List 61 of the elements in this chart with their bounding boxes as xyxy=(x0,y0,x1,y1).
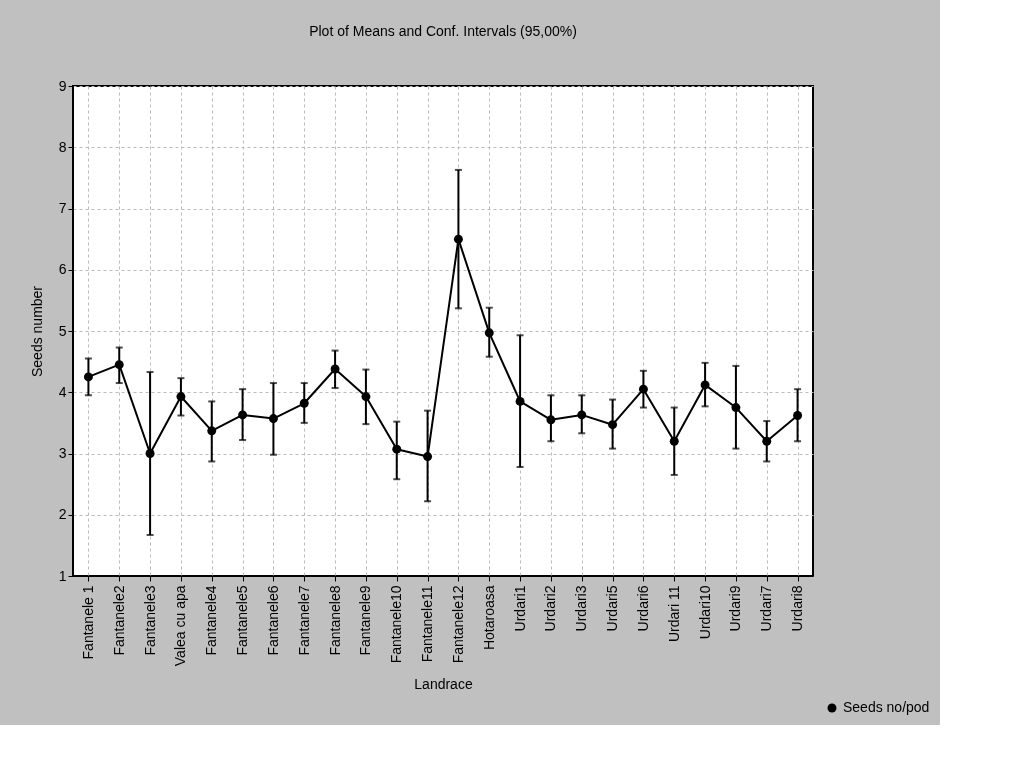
x-tick-label: Fantanele12 xyxy=(449,585,466,664)
point xyxy=(361,392,371,401)
point xyxy=(299,398,309,408)
point xyxy=(114,360,124,370)
x-tick-label: Fantanele7 xyxy=(295,585,312,656)
x-tick-label: Urdari8 xyxy=(789,585,806,632)
point xyxy=(608,420,618,430)
x-tick-label: Fantanele3 xyxy=(141,585,158,656)
point xyxy=(577,410,587,420)
y-axis-title: Seeds number xyxy=(28,285,45,378)
x-tick-label: Fantanele11 xyxy=(419,585,436,663)
y-tick-label: 8 xyxy=(58,138,67,155)
point xyxy=(330,364,340,374)
point xyxy=(238,410,248,420)
x-tick-label: Fantanele6 xyxy=(264,585,281,656)
point xyxy=(392,444,402,454)
point xyxy=(268,414,278,424)
x-tick-label: Valea cu apa xyxy=(172,585,189,667)
x-tick-label: Fantanele4 xyxy=(203,585,220,656)
x-tick-label: Urdari5 xyxy=(604,585,621,632)
y-tick-label: 6 xyxy=(58,261,67,278)
point xyxy=(515,396,525,406)
x-tick-label: Hotaroasa xyxy=(480,585,497,651)
point xyxy=(762,436,772,446)
point xyxy=(700,380,710,390)
point xyxy=(453,234,463,244)
legend-label: Seeds no/pod xyxy=(843,699,930,715)
y-tick-label: 2 xyxy=(58,506,67,523)
x-axis-title: Landrace xyxy=(414,676,473,693)
point xyxy=(731,403,741,413)
point xyxy=(83,372,93,382)
x-tick-label: Fantanele8 xyxy=(326,585,343,656)
x-tick-label: Fantanele 1 xyxy=(79,585,96,660)
x-tick-label: Urdari9 xyxy=(727,585,744,632)
point xyxy=(176,392,186,401)
point xyxy=(145,449,155,458)
x-tick-label: Fantanele2 xyxy=(110,585,127,656)
point xyxy=(793,411,803,420)
y-tick-label: 4 xyxy=(58,383,67,400)
x-tick-label: Urdari10 xyxy=(696,585,713,640)
chart-title: Plot of Means and Conf. Intervals (95,00%) xyxy=(309,23,577,39)
x-tick-label: Urdari 11 xyxy=(665,585,682,643)
y-tick-label: 5 xyxy=(58,322,67,339)
x-tick-label: Fantanele10 xyxy=(388,585,405,664)
y-tick-label: 9 xyxy=(58,77,67,94)
point xyxy=(484,328,494,338)
x-tick-label: Fantanele5 xyxy=(234,585,251,656)
point xyxy=(638,384,648,394)
x-tick-label: Urdari1 xyxy=(511,585,528,632)
x-tick-label: Fantanele9 xyxy=(357,585,374,656)
x-tick-label: Urdari3 xyxy=(573,585,590,632)
point xyxy=(669,436,679,446)
point xyxy=(423,452,433,462)
y-tick-label: 3 xyxy=(58,445,67,461)
point xyxy=(546,415,556,425)
y-tick-label: 7 xyxy=(58,200,67,216)
x-tick-label: Urdari2 xyxy=(542,585,559,632)
point xyxy=(207,426,217,436)
x-tick-label: Urdari6 xyxy=(634,585,651,632)
y-tick-label: 1 xyxy=(58,567,67,584)
x-tick-label: Urdari7 xyxy=(758,585,775,632)
